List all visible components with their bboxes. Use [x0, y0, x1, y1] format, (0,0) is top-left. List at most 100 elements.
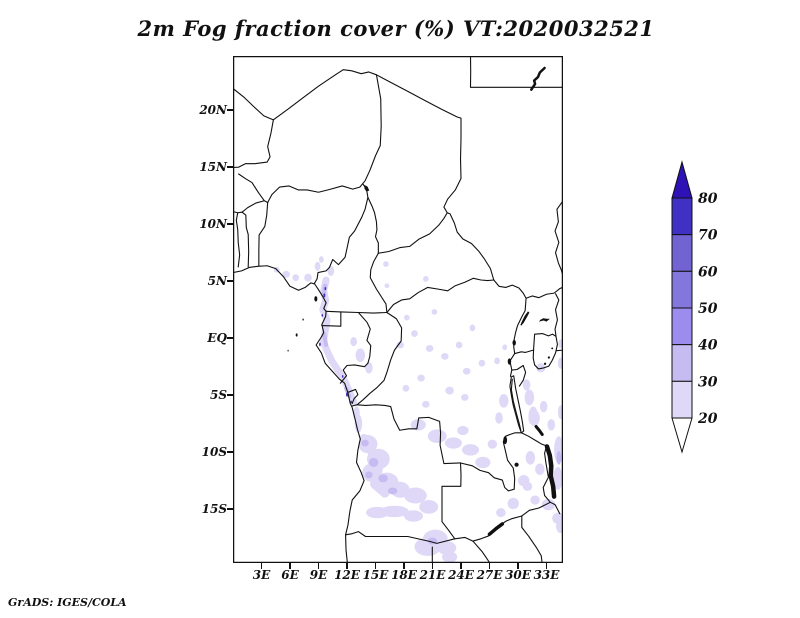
lon-tick-mark [403, 563, 405, 569]
lat-tick-mark [227, 337, 233, 339]
border-drc-angola [357, 405, 461, 464]
lakes-and-islands [287, 68, 558, 534]
border-chad-cameroon [366, 189, 378, 253]
colorbar-label: 40 [698, 338, 718, 354]
lake-bangweulu [514, 462, 519, 467]
border-cameroon-south [326, 311, 387, 313]
victoria-island-speck [551, 347, 554, 350]
lat-tick-label: 10S [201, 445, 227, 460]
lon-tick-label: 6E [281, 568, 299, 582]
lat-tick-mark [227, 166, 233, 168]
colorbar-label: 80 [698, 191, 718, 207]
lat-tick-label: 15S [201, 502, 227, 517]
border-ssudan-uganda-kenya [526, 287, 563, 298]
border-cabinda [348, 389, 358, 403]
border-rwanda-uganda-tanzania [515, 350, 534, 353]
border-benin-nigeria [259, 202, 268, 265]
lat-tick-label: 15N [199, 160, 227, 175]
colorbar-segment [671, 197, 693, 236]
fog-shading-light [273, 256, 563, 563]
colorbar-arrow-top [671, 160, 693, 199]
island-annobon [287, 349, 289, 352]
border-chad-car [378, 213, 447, 253]
island-bioko [314, 296, 318, 302]
lat-tick-label: 20N [199, 103, 227, 118]
border-sudan-ethiopia [555, 201, 563, 275]
plot-title: 2m Fog fraction cover (%) VT:2020032521 [137, 16, 655, 41]
border-equatorial-guinea [322, 312, 341, 326]
map-frame [233, 56, 563, 563]
victoria-island-speck [547, 356, 551, 359]
border-ghana-togo [236, 213, 239, 267]
colorbar-segment [671, 270, 693, 309]
border-drc-rwanda-burundi [510, 354, 515, 377]
lon-tick-label: 27E [476, 568, 503, 582]
island-principe [302, 318, 304, 321]
lat-tick-mark [227, 394, 233, 396]
lon-tick-label: 9E [309, 568, 328, 582]
lake-nasser [531, 68, 544, 90]
colorbar-label: 60 [698, 264, 718, 280]
border-burkina-togo-benin [242, 201, 264, 212]
lake-victoria [533, 334, 557, 369]
lon-tick-mark [346, 563, 348, 569]
lon-tick-label: 33E [533, 568, 560, 582]
border-gabon-congo [340, 313, 370, 384]
fog-high-value-spots [319, 286, 353, 404]
lon-tick-label: 3E [252, 568, 271, 582]
coastline [233, 266, 364, 563]
lake-chad [364, 184, 370, 192]
border-kenya-tanzania [556, 350, 562, 351]
country-borders [233, 56, 563, 563]
border-cameroon-car [370, 253, 387, 312]
lon-tick-label: 12E [334, 568, 360, 582]
border-angola-namibia-caprivi [346, 532, 473, 544]
border-nigeria-cameroon [314, 197, 368, 283]
lon-tick-label: 30E [505, 568, 531, 582]
lon-tick-mark [260, 563, 263, 569]
lat-tick-mark [227, 109, 233, 111]
colorbar: 80 70 60 50 40 30 20 [671, 160, 718, 454]
lat-tick-mark [227, 508, 233, 510]
lat-tick-label: 5N [207, 274, 227, 289]
island-sao-tome [295, 333, 298, 337]
border-congo-drc-river [352, 313, 401, 406]
colorbar-segment [671, 344, 693, 382]
lake-albert [520, 311, 530, 326]
lon-tick-mark [545, 563, 548, 569]
lon-tick-label: 24E [448, 568, 474, 582]
lon-tick-mark [431, 563, 434, 569]
border-burundi-tanzania [519, 366, 525, 387]
lake-malawi [547, 446, 554, 496]
border-niger-nigeria [268, 184, 367, 203]
colorbar-label: 50 [698, 301, 718, 317]
grads-attribution: GrADS: IGES/COLA [8, 596, 127, 609]
lat-tick-label: 10N [199, 217, 227, 232]
border-zimbabwe-mozambique [522, 516, 542, 563]
border-rwanda-burundi [512, 366, 523, 371]
border-zambia-mozambique [522, 502, 551, 516]
lake-kyoga [538, 318, 550, 322]
lon-tick-mark [517, 563, 519, 569]
lon-tick-mark [460, 563, 462, 569]
map-canvas [233, 56, 563, 563]
colorbar-segment [671, 307, 693, 346]
border-drc-zambia-pedicle [461, 433, 522, 491]
border-uganda-kenya [555, 294, 559, 337]
lake-rukwa [536, 427, 542, 435]
lake-tanganyika [510, 376, 524, 433]
border-burkina-niger-benin [239, 174, 268, 203]
colorbar-label: 70 [698, 228, 718, 244]
lon-tick-mark [289, 563, 291, 569]
border-drc-ssudan-uganda [494, 280, 526, 354]
colorbar-arrow-bottom [671, 417, 693, 454]
victoria-island-speck [543, 362, 547, 365]
border-egypt [471, 56, 563, 87]
lat-tick-label: EQ [207, 331, 227, 346]
border-sahara-chain [233, 70, 494, 280]
lat-tick-label: 5S [209, 388, 227, 403]
border-zambia-zimbabwe [473, 516, 522, 541]
lon-tick-label: 15E [362, 568, 389, 582]
border-tanzania-zambia-malawi [521, 433, 546, 446]
